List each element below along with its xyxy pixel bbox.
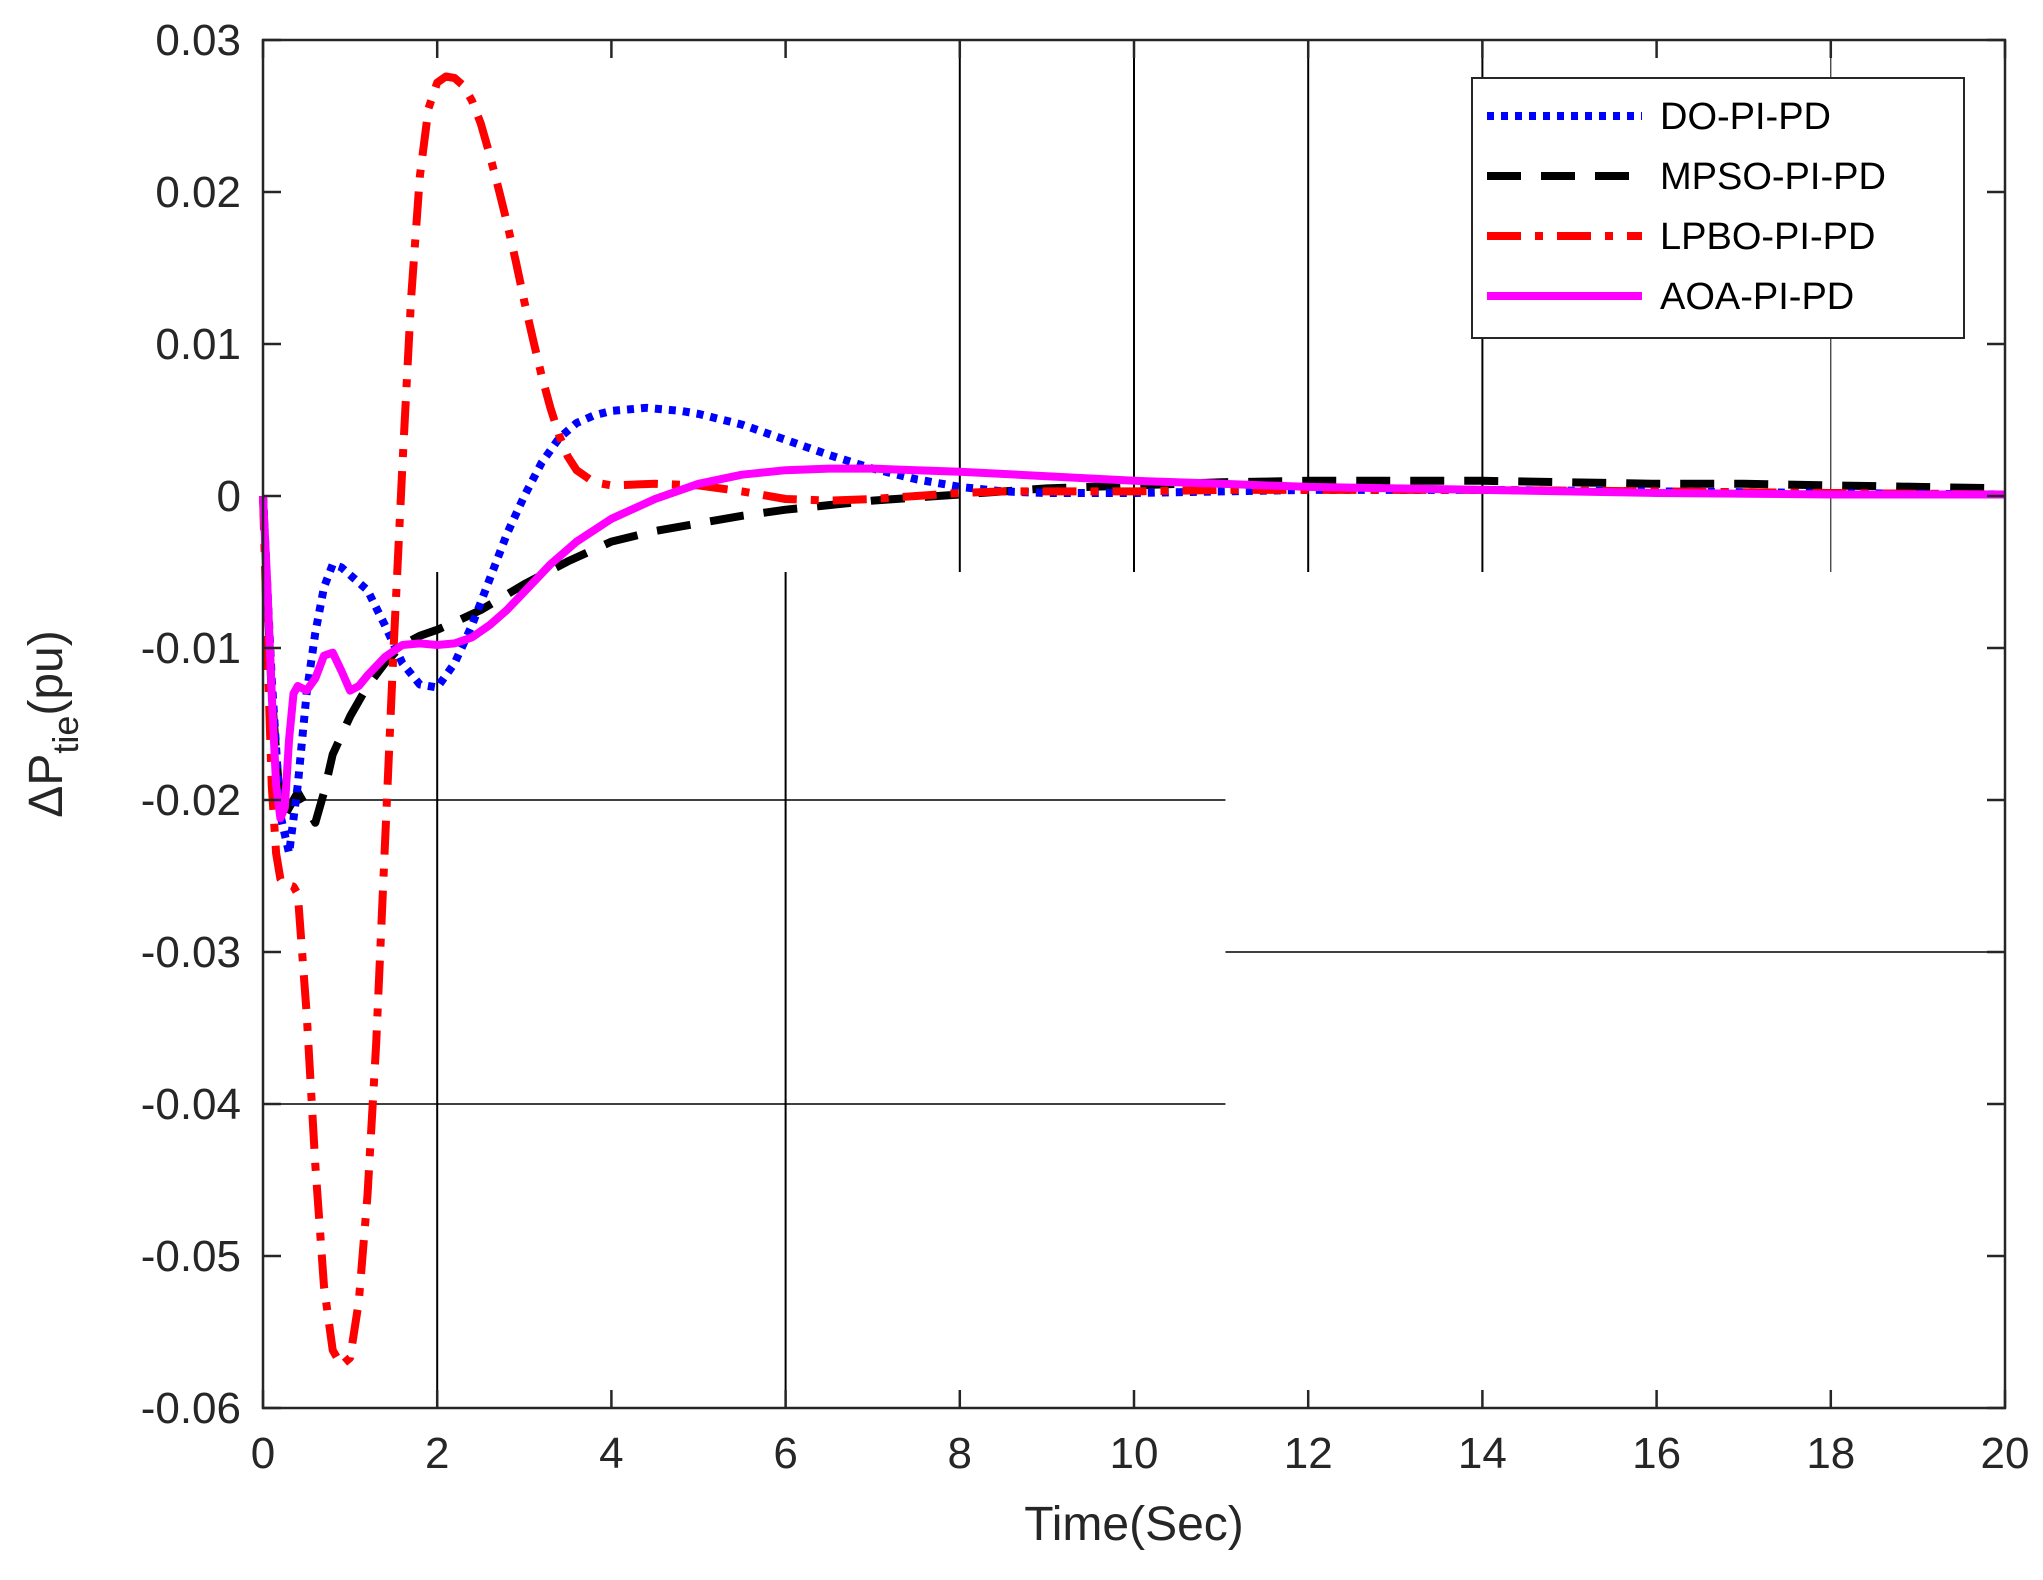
y-axis-label-main: ΔP <box>20 754 73 818</box>
x-axis-label: Time(Sec) <box>1024 1498 1244 1551</box>
y-axis-label-unit: (pu) <box>20 630 73 715</box>
ticks-group: 0 2 4 6 8 10 12 14 16 18 20 0.03 0.02 0.01 0 -0.01 -0.02… <box>141 16 2030 1478</box>
x-tick-label: 18 <box>1806 1429 1855 1478</box>
x-tick-label: 2 <box>425 1429 449 1478</box>
x-tick-label: 20 <box>1981 1429 2030 1478</box>
series-line-lpbo-pi-pd <box>259 72 2006 1370</box>
y-tick-label: -0.06 <box>141 1384 241 1433</box>
x-tick-label: 8 <box>948 1429 972 1478</box>
x-tick-label: 14 <box>1458 1429 1507 1478</box>
y-axis-label: ΔPtie(pu) <box>20 630 86 817</box>
x-tick-label: 6 <box>773 1429 797 1478</box>
y-tick-label: -0.02 <box>141 776 241 825</box>
legend-label: LPBO-PI-PD <box>1660 216 1875 258</box>
legend-label: DO-PI-PD <box>1660 96 1831 138</box>
series-line-mpso-pi-pd <box>259 476 2006 827</box>
series-group <box>259 72 2006 1370</box>
y-tick-label: -0.01 <box>141 624 241 673</box>
legend-items: DO-PI-PD MPSO-PI-PD LPBO-PI-PD AOA-PI-PD <box>1487 96 1886 318</box>
legend: DO-PI-PD MPSO-PI-PD LPBO-PI-PD AOA-PI-PD <box>1471 77 1965 339</box>
x-tick-label: 12 <box>1284 1429 1333 1478</box>
series-line-aoa-pi-pd <box>259 464 2005 823</box>
y-tick-label: -0.05 <box>141 1232 241 1281</box>
y-tick-label: -0.04 <box>141 1080 241 1129</box>
legend-label: MPSO-PI-PD <box>1660 156 1886 198</box>
y-tick-label: 0.01 <box>155 320 241 369</box>
series-line-do-pi-pd <box>259 403 2006 858</box>
x-tick-label: 0 <box>251 1429 275 1478</box>
y-axis-label-subscript: tie <box>45 716 86 754</box>
x-tick-label: 10 <box>1110 1429 1159 1478</box>
legend-label: AOA-PI-PD <box>1660 276 1854 318</box>
x-tick-label: 4 <box>599 1429 623 1478</box>
y-tick-label: -0.03 <box>141 928 241 977</box>
x-tick-label: 16 <box>1632 1429 1681 1478</box>
y-tick-label: 0 <box>217 472 241 521</box>
y-tick-label: 0.03 <box>155 16 241 65</box>
y-tick-label: 0.02 <box>155 168 241 217</box>
